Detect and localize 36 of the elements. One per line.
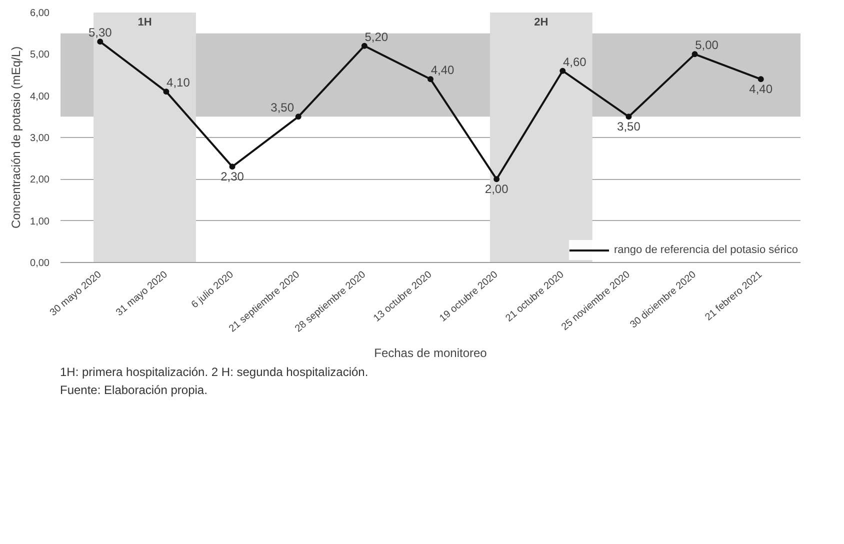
y-tick-label: 4,00: [30, 91, 50, 102]
y-tick-label: 5,00: [30, 50, 50, 61]
y-axis-title: Concentración de potasio (mEq/L): [9, 46, 24, 229]
band-label: 2H: [534, 16, 548, 28]
x-axis-title: Fechas de monitoreo: [374, 346, 488, 360]
point: [758, 76, 764, 82]
data-label: 4,40: [749, 82, 773, 96]
point: [626, 114, 632, 120]
y-tick-label: 0,00: [30, 258, 50, 269]
y-tick-label: 3,00: [30, 133, 50, 144]
point: [229, 164, 236, 170]
data-label: 5,20: [364, 30, 388, 44]
y-tick-label: 1,00: [30, 216, 50, 228]
y-tick-label: 2,00: [30, 174, 50, 186]
point: [97, 38, 104, 45]
data-label: 3,50: [617, 120, 641, 134]
point: [295, 114, 302, 120]
data-label: 4,10: [166, 76, 190, 90]
point: [428, 76, 434, 82]
data-label: 5,30: [88, 26, 112, 40]
point: [494, 176, 500, 182]
source-note: Fuente: Elaboración propia.: [60, 382, 208, 399]
point: [361, 42, 368, 49]
data-label: 2,30: [220, 170, 244, 184]
band-label: 1H: [138, 16, 152, 28]
point: [692, 51, 698, 58]
point: [163, 88, 170, 95]
point: [560, 68, 566, 74]
y-tick-label: 6,00: [30, 8, 50, 19]
data-label: 2,00: [484, 182, 509, 196]
text: 1H: primera hospitalización. 2 H: segunda hospitalización.: [60, 364, 368, 381]
data-label: 3,50: [270, 100, 294, 115]
data-label: 4,60: [562, 54, 587, 69]
data-label: 4,40: [430, 63, 455, 78]
data-label: 5,00: [695, 38, 719, 52]
legend-label: rango de referencia del potasio sérico: [614, 244, 798, 256]
